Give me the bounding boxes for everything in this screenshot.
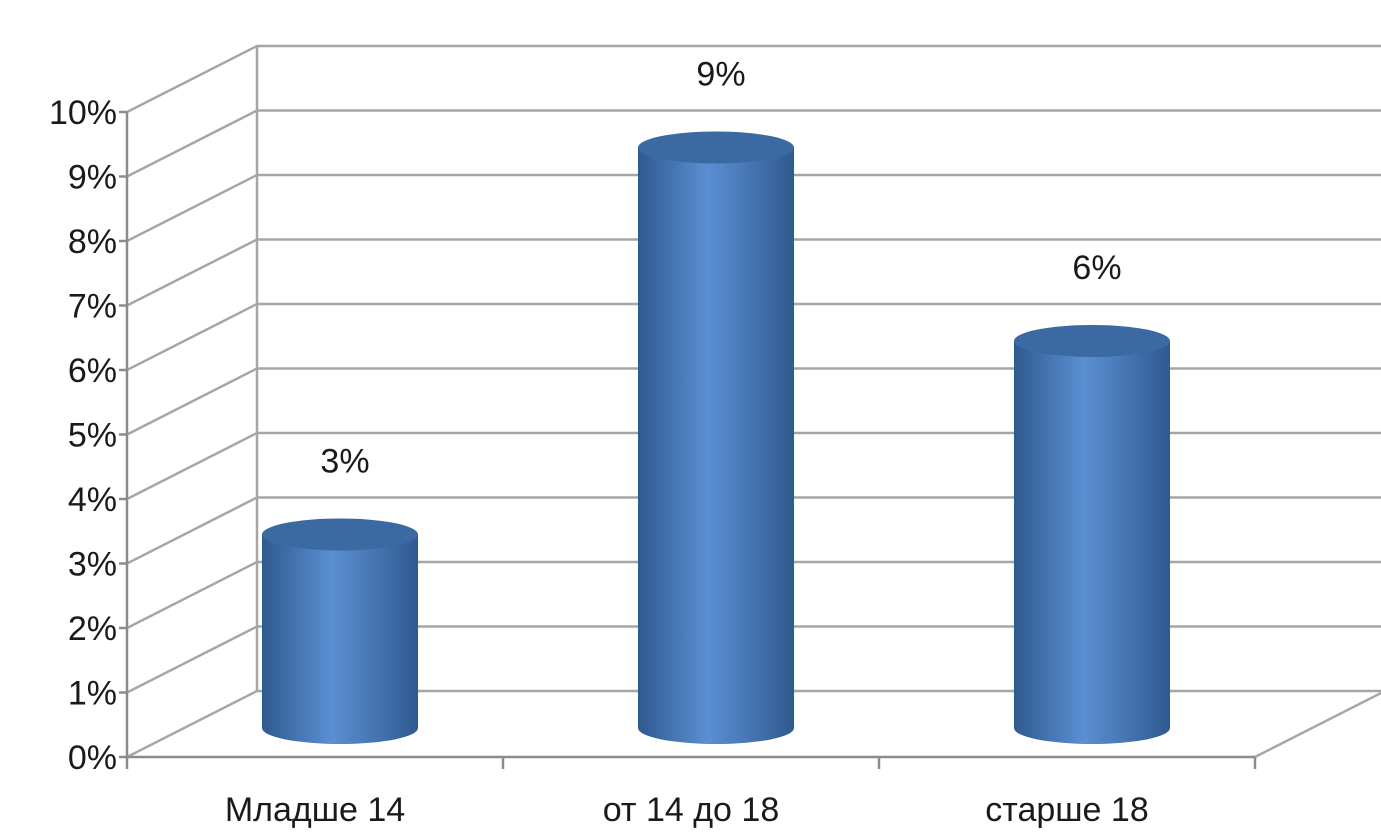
y-tick-label: 9% bbox=[68, 159, 117, 197]
bar-body bbox=[638, 147, 794, 744]
bar bbox=[262, 518, 418, 744]
category-labels: Младше 14 от 14 до 18 старше 18 bbox=[225, 791, 1149, 829]
category-label: Младше 14 bbox=[225, 791, 405, 829]
y-tick-label: 4% bbox=[68, 481, 117, 519]
category-label: старше 18 bbox=[985, 791, 1148, 829]
axis-layer bbox=[119, 110, 1257, 769]
data-label: 9% bbox=[696, 56, 745, 94]
grid-layer bbox=[126, 44, 1381, 759]
y-tick-label: 3% bbox=[68, 546, 117, 584]
gridline bbox=[126, 44, 1381, 114]
bar-top bbox=[262, 518, 418, 551]
bar bbox=[1014, 325, 1170, 744]
y-tick-label: 6% bbox=[68, 352, 117, 390]
bars bbox=[262, 131, 1170, 744]
bar-body bbox=[262, 534, 418, 744]
data-label: 6% bbox=[1072, 249, 1121, 287]
y-tick-label: 2% bbox=[68, 610, 117, 648]
data-label: 3% bbox=[320, 443, 369, 481]
y-tick-label: 7% bbox=[68, 288, 117, 326]
y-tick-labels: 0% 1% 2% 3% 4% 5% 6% 7% 8% 9% 10% bbox=[49, 94, 117, 777]
y-tick-label: 5% bbox=[68, 417, 117, 455]
category-label: от 14 до 18 bbox=[603, 791, 779, 829]
bar-body bbox=[1014, 341, 1170, 744]
bar-top bbox=[638, 131, 794, 164]
bar-top bbox=[1014, 325, 1170, 357]
data-labels: 3% 9% 6% bbox=[320, 56, 1121, 481]
y-tick-label: 1% bbox=[68, 675, 117, 713]
y-tick-label: 8% bbox=[68, 223, 117, 261]
bar bbox=[638, 131, 794, 744]
floor-edge bbox=[1254, 691, 1381, 759]
y-tick-label: 10% bbox=[49, 94, 117, 132]
y-tick-label: 0% bbox=[68, 739, 117, 777]
